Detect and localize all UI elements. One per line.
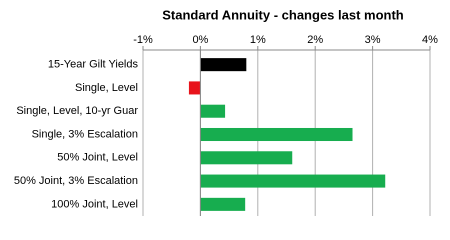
bar <box>200 197 246 211</box>
x-tick-label: 4% <box>422 34 438 46</box>
chart: Standard Annuity - changes last month -1… <box>14 7 438 216</box>
bar <box>200 151 293 165</box>
y-tick-label: 15-Year Gilt Yields <box>48 59 139 71</box>
y-tick-label: Single, Level, 10-yr Guar <box>16 105 138 117</box>
x-tick-label: -1% <box>133 34 153 46</box>
y-tick-label: 50% Joint, Level <box>57 152 138 164</box>
bar <box>188 81 201 95</box>
y-tick-label: 100% Joint, Level <box>51 198 138 210</box>
bar <box>200 127 353 142</box>
y-tick-label: Single, Level <box>75 82 138 94</box>
bar <box>200 104 226 118</box>
x-tick-label: 2% <box>307 34 323 46</box>
page: Standard Annuity - changes last month -1… <box>13 7 439 216</box>
y-tick-label: Single, 3% Escalation <box>32 128 138 140</box>
x-tick-label: 1% <box>250 34 266 46</box>
bar <box>200 58 247 72</box>
chart-title: Standard Annuity - changes last month <box>162 7 404 22</box>
x-tick-label: 3% <box>365 34 381 46</box>
x-tick-label: 0% <box>192 34 208 46</box>
y-tick-label: 50% Joint, 3% Escalation <box>14 175 138 187</box>
bar <box>200 174 386 188</box>
